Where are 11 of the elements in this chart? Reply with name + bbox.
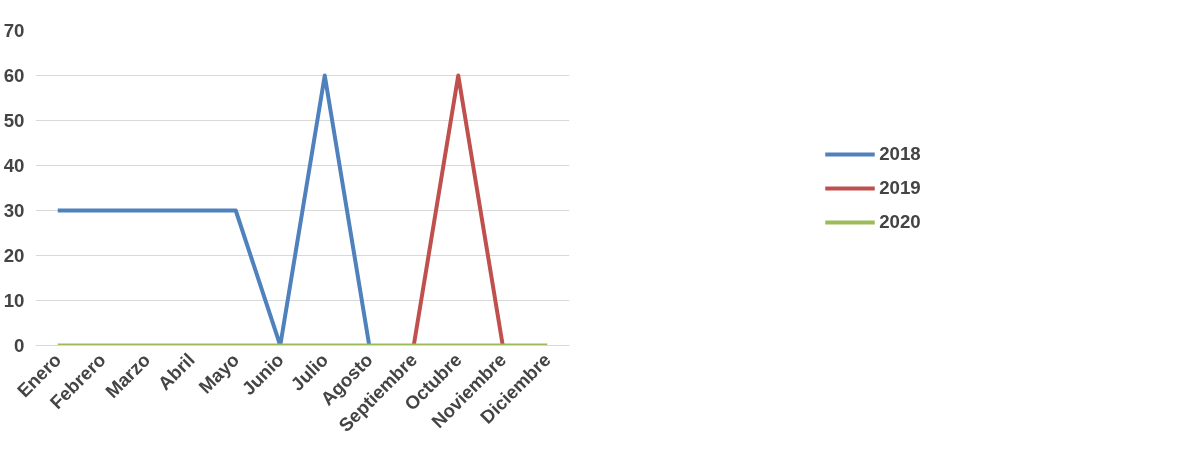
y-tick-label: 60	[3, 65, 25, 86]
y-tick-label: 50	[3, 110, 25, 131]
y-tick-label: 40	[3, 155, 25, 176]
y-tick-label: 0	[14, 335, 25, 356]
y-tick-label: 30	[3, 200, 25, 221]
legend-label: 2019	[879, 176, 921, 199]
legend-label: 2018	[879, 142, 921, 165]
y-tick-label: 10	[3, 290, 25, 311]
y-tick-label: 70	[3, 20, 25, 41]
y-tick-label: 20	[3, 245, 25, 266]
legend-label: 2020	[879, 210, 921, 233]
